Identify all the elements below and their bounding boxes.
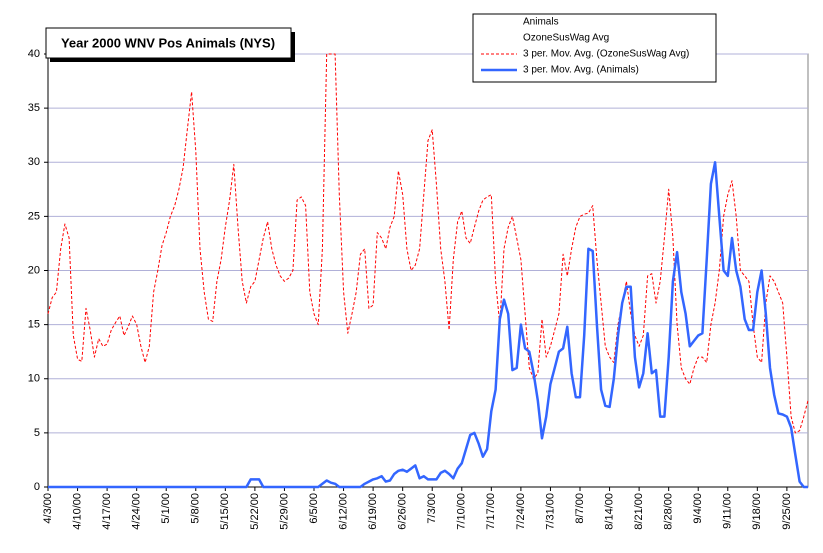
y-tick-label: 10	[28, 373, 40, 385]
series-line	[47, 53, 809, 434]
x-tick-label: 7/31/00	[544, 493, 556, 530]
x-tick-label: 6/19/00	[367, 493, 379, 530]
series-line	[48, 161, 808, 489]
x-tick-label: 4/17/00	[101, 493, 113, 530]
x-tick-label: 7/24/00	[515, 493, 527, 530]
x-tick-label: 5/1/00	[160, 493, 172, 524]
legend-label: 3 per. Mov. Avg. (Animals)	[523, 65, 639, 76]
x-tick-label: 5/15/00	[219, 493, 231, 530]
title-box	[45, 27, 292, 59]
x-tick-label: 5/29/00	[278, 493, 290, 530]
x-tick-label: 7/10/00	[456, 493, 468, 530]
legend-label: OzoneSusWag Avg	[523, 33, 609, 44]
y-tick-label: 35	[28, 102, 40, 114]
x-tick-label: 9/25/00	[781, 493, 793, 530]
y-tick-label: 0	[34, 481, 40, 493]
x-tick-label: 4/3/00	[42, 493, 54, 524]
x-tick-label: 8/7/00	[574, 493, 586, 524]
y-tick-label: 20	[28, 264, 40, 276]
x-tick-label: 9/4/00	[692, 493, 704, 524]
x-tick-label: 7/3/00	[426, 493, 438, 524]
x-tick-label: 8/28/00	[663, 493, 675, 530]
x-tick-label: 4/10/00	[71, 493, 83, 530]
y-tick-label: 15	[28, 319, 40, 331]
x-tick-label: 7/17/00	[485, 493, 497, 530]
x-tick-label: 8/21/00	[633, 493, 645, 530]
x-tick-label: 5/8/00	[190, 493, 202, 524]
y-tick-label: 25	[28, 210, 40, 222]
y-tick-label: 40	[28, 48, 40, 60]
y-tick-label: 5	[34, 427, 40, 439]
x-tick-label: 9/11/00	[722, 493, 734, 529]
legend-label: 3 per. Mov. Avg. (OzoneSusWag Avg)	[523, 49, 689, 60]
x-tick-label: 5/22/00	[249, 493, 261, 530]
x-tick-label: 6/26/00	[397, 493, 409, 530]
chart-title: Year 2000 WNV Pos Animals (NYS)	[61, 35, 275, 50]
y-tick-label: 30	[28, 156, 40, 168]
legend-label: Animals	[523, 17, 559, 28]
x-tick-label: 4/24/00	[131, 493, 143, 530]
x-tick-label: 6/5/00	[308, 493, 320, 524]
x-tick-label: 8/14/00	[603, 493, 615, 530]
x-tick-label: 6/12/00	[337, 493, 349, 530]
x-tick-label: 9/18/00	[751, 493, 763, 530]
